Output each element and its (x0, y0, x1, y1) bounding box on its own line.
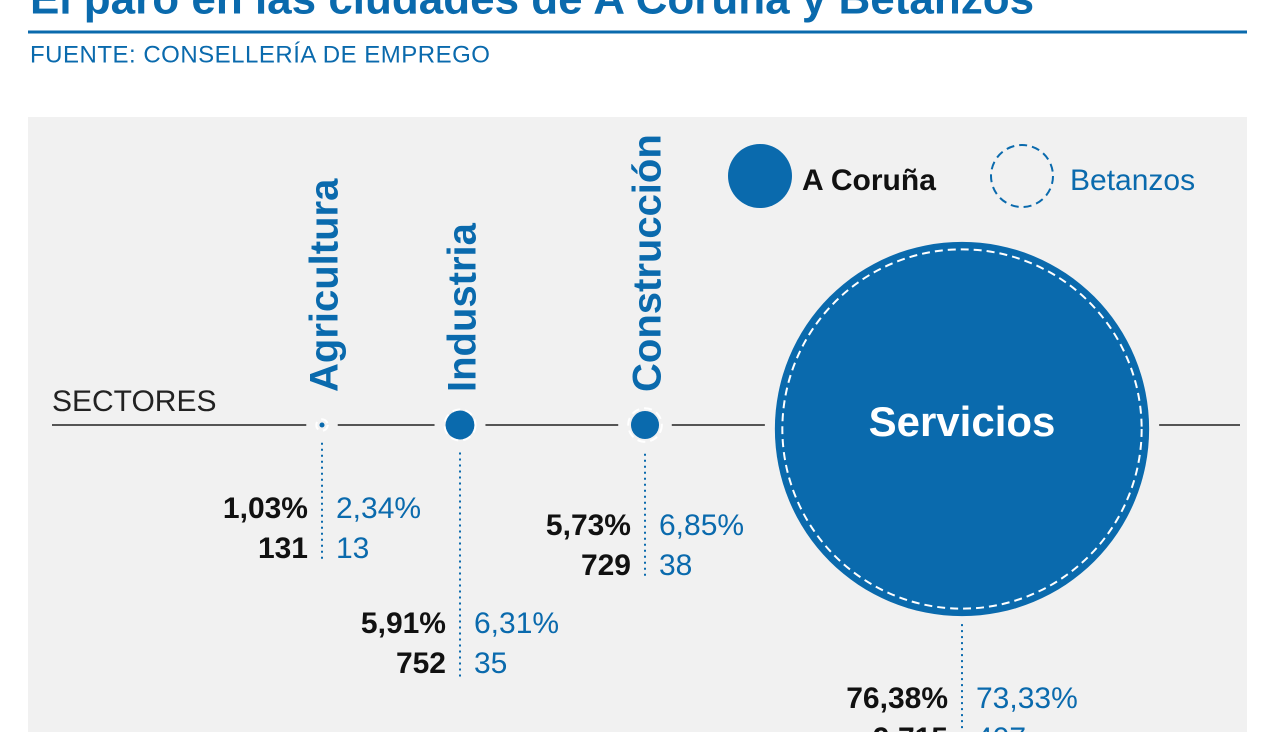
value-label: 6,85% (659, 509, 744, 542)
bubble (774, 241, 1150, 617)
category-label: Construcción (626, 134, 670, 392)
count-label: 131 (258, 532, 308, 565)
chart-title: El paro en las ciudades de A Coruña y Be… (30, 0, 1034, 24)
bubble (445, 410, 475, 440)
count-label: 9.715 (873, 722, 948, 732)
category-label: Agricultura (303, 178, 347, 392)
count-label: 38 (659, 549, 692, 582)
value-label: 1,03% (223, 492, 308, 525)
value-label: 76,38% (846, 682, 948, 715)
legend-label: Betanzos (1070, 164, 1195, 197)
value-label: 2,34% (336, 492, 421, 525)
subtitle: FUENTE: CONSELLERÍA DE EMPREGO (30, 41, 490, 68)
bubble-outline (627, 407, 663, 443)
count-label: 35 (474, 647, 507, 680)
count-label: 752 (396, 647, 446, 680)
bubble-outline (315, 418, 329, 432)
axis-label: SECTORES (52, 385, 217, 418)
category-label: Servicios (869, 398, 1056, 445)
category-label: Industria (441, 222, 485, 392)
legend-label: A Coruña (802, 164, 936, 197)
value-label: 6,31% (474, 607, 559, 640)
bubble (630, 410, 660, 440)
value-label: 5,91% (361, 607, 446, 640)
value-label: 5,73% (546, 509, 631, 542)
count-label: 729 (581, 549, 631, 582)
bubble-outline (443, 408, 477, 442)
legend-swatch (990, 144, 1054, 208)
bubble-outline (781, 248, 1143, 610)
count-label: 407 (976, 722, 1026, 732)
bubble (319, 422, 325, 428)
value-label: 73,33% (976, 682, 1078, 715)
count-label: 13 (336, 532, 369, 565)
legend-swatch (728, 144, 792, 208)
